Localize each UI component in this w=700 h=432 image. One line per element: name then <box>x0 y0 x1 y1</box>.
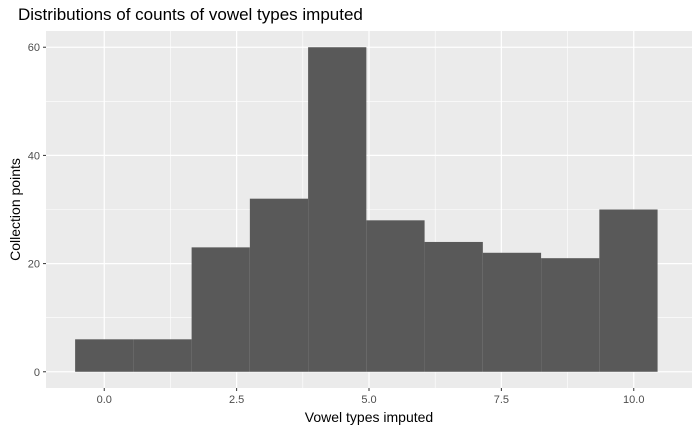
histogram-bar <box>249 198 309 372</box>
x-tick-label: 2.5 <box>229 394 244 406</box>
histogram-bar <box>482 252 542 372</box>
x-tick-label: 5.0 <box>361 394 376 406</box>
y-axis-title: Collection points <box>7 158 23 261</box>
histogram-bars <box>75 47 658 372</box>
x-tick-label: 10.0 <box>623 394 644 406</box>
x-tick-label: 7.5 <box>494 394 509 406</box>
y-tick-label: 60 <box>28 42 40 54</box>
chart-title: Distributions of counts of vowel types i… <box>18 5 363 24</box>
histogram-bar <box>75 339 134 372</box>
histogram-bar <box>133 339 192 372</box>
histogram-bar <box>424 241 483 372</box>
histogram-bar <box>599 209 658 372</box>
x-axis-title: Vowel types imputed <box>305 409 433 425</box>
histogram-bar <box>366 220 425 372</box>
histogram-bar <box>308 47 367 372</box>
x-tick-label: 0.0 <box>97 394 112 406</box>
histogram-bar <box>191 247 250 372</box>
histogram-bar <box>541 258 600 372</box>
y-tick-label: 0 <box>34 367 40 379</box>
y-axis: 0 20 40 60 <box>28 42 46 379</box>
y-tick-label: 40 <box>28 150 40 162</box>
y-tick-label: 20 <box>28 259 40 271</box>
x-axis: 0.0 2.5 5.0 7.5 10.0 <box>97 388 644 406</box>
